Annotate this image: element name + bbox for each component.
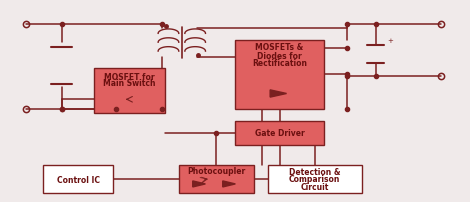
Text: Main Switch: Main Switch: [103, 79, 156, 88]
FancyBboxPatch shape: [43, 165, 113, 193]
Text: Control IC: Control IC: [56, 175, 100, 184]
Text: Rectification: Rectification: [252, 59, 307, 68]
Text: MOSFETs &: MOSFETs &: [255, 43, 304, 52]
FancyBboxPatch shape: [235, 41, 324, 109]
Text: Diodes for: Diodes for: [257, 51, 302, 60]
Text: +: +: [387, 38, 393, 44]
Polygon shape: [270, 90, 287, 98]
Text: MOSFET for: MOSFET for: [104, 72, 155, 81]
Text: Detection &: Detection &: [289, 167, 340, 176]
Polygon shape: [223, 181, 235, 187]
FancyBboxPatch shape: [235, 121, 324, 145]
Polygon shape: [193, 181, 205, 187]
Text: Comparison: Comparison: [289, 174, 340, 183]
Text: Photocoupler: Photocoupler: [187, 166, 245, 175]
FancyBboxPatch shape: [179, 165, 254, 193]
FancyBboxPatch shape: [94, 69, 164, 113]
FancyBboxPatch shape: [268, 165, 361, 193]
Text: Gate Driver: Gate Driver: [255, 129, 305, 138]
Text: Circuit: Circuit: [300, 182, 329, 191]
